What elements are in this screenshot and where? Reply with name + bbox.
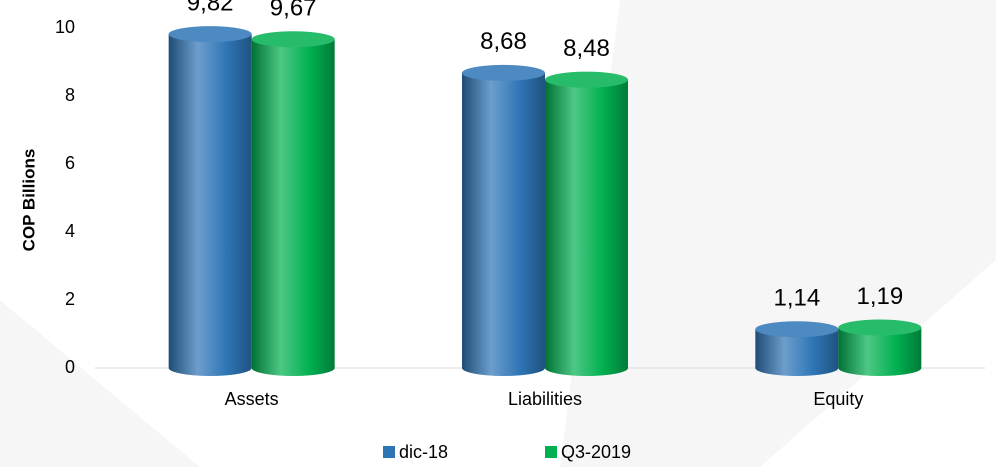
legend-label: dic-18 bbox=[399, 442, 448, 462]
data-label: 1,19 bbox=[856, 283, 903, 310]
background-shape bbox=[0, 300, 200, 467]
data-label: 8,48 bbox=[563, 35, 610, 62]
y-tick-label: 6 bbox=[65, 153, 75, 173]
x-tick-label: Equity bbox=[813, 389, 863, 409]
bar bbox=[462, 64, 545, 376]
data-label: 8,68 bbox=[480, 28, 527, 55]
y-axis-label: COP Billions bbox=[19, 149, 38, 252]
bar bbox=[251, 31, 335, 376]
data-label: 9,82 bbox=[187, 0, 234, 16]
x-tick-label: Assets bbox=[225, 389, 279, 409]
data-label: 1,14 bbox=[773, 285, 820, 312]
bar-top bbox=[168, 26, 252, 43]
bar bbox=[545, 71, 628, 377]
legend-label: Q3-2019 bbox=[561, 442, 631, 462]
bar-top bbox=[755, 321, 839, 338]
legend-swatch bbox=[383, 446, 395, 458]
data-label: 9,67 bbox=[270, 0, 317, 22]
bar-top bbox=[462, 64, 545, 81]
bar-body bbox=[545, 79, 628, 377]
legend-swatch bbox=[545, 446, 557, 458]
bar-body bbox=[838, 327, 922, 376]
bar-top bbox=[545, 71, 628, 88]
y-tick-label: 10 bbox=[55, 17, 75, 37]
y-tick-label: 4 bbox=[65, 221, 75, 241]
bar-top bbox=[251, 31, 335, 48]
x-tick-label: Liabilities bbox=[508, 389, 582, 409]
bar-body bbox=[755, 329, 839, 376]
bar-body bbox=[168, 34, 252, 377]
y-tick-label: 2 bbox=[65, 289, 75, 309]
y-tick-label: 8 bbox=[65, 85, 75, 105]
bar-top bbox=[838, 319, 922, 336]
bar-body bbox=[251, 39, 335, 376]
bar bbox=[755, 321, 839, 376]
bar-body bbox=[462, 72, 545, 376]
y-tick-label: 0 bbox=[65, 357, 75, 377]
bar bbox=[168, 26, 252, 377]
bar bbox=[838, 319, 922, 376]
